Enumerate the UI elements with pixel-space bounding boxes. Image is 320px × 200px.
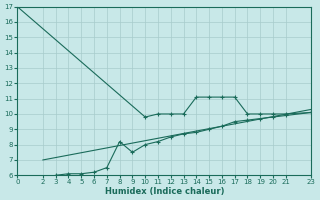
X-axis label: Humidex (Indice chaleur): Humidex (Indice chaleur): [105, 187, 224, 196]
